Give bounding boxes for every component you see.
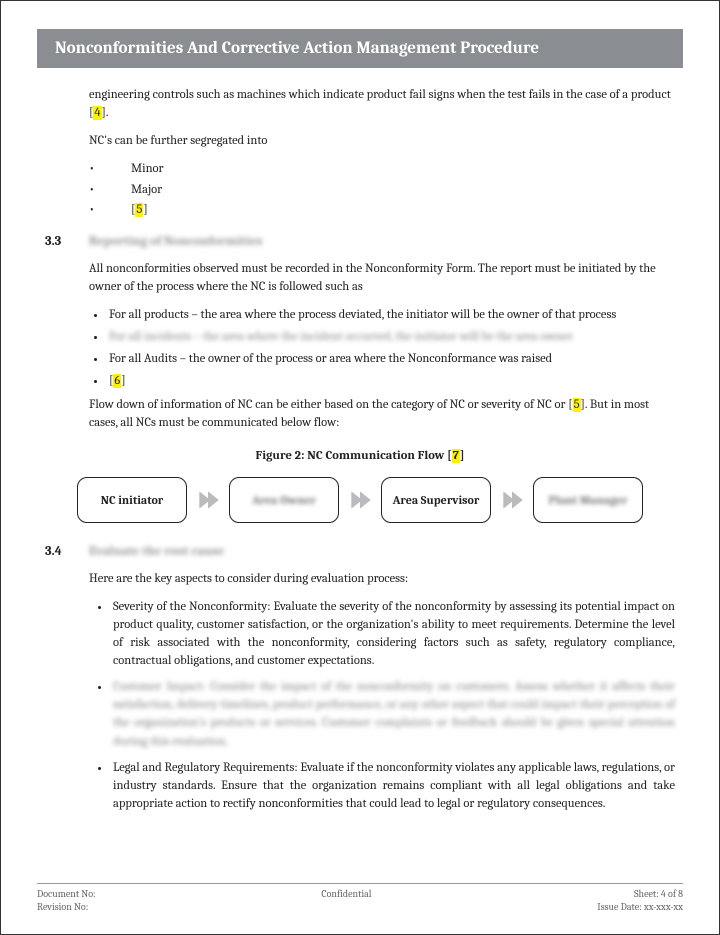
segregation-intro: NC's can be further segregated into xyxy=(89,132,675,150)
list-item: For all products – the area where the pr… xyxy=(107,306,675,324)
ref-6: 6 xyxy=(113,374,121,388)
segregation-list: Minor Major [5] xyxy=(89,160,675,218)
page-title-bar: Nonconformities And Corrective Action Ma… xyxy=(37,29,683,68)
footer-right: Sheet: 4 of 8 Issue Date: xx-xxx-xx xyxy=(597,888,683,914)
ref-7: 7 xyxy=(452,449,460,463)
list-item: [5] xyxy=(89,201,675,219)
footer-center: Confidential xyxy=(321,888,371,914)
list-item: Customer Impact: Consider the impact of … xyxy=(111,678,675,751)
flow-text-a: Flow down of information of NC can be ei… xyxy=(89,398,573,412)
intro-paragraph: engineering controls such as machines wh… xyxy=(89,86,675,122)
ref-5b: 5 xyxy=(573,398,581,412)
sheet-label: Sheet: 4 of 8 xyxy=(597,888,683,901)
section-title-blurred: Evaluate the root cause xyxy=(89,543,224,562)
confidential-label: Confidential xyxy=(321,888,371,901)
section-title-blurred: Reporting of Nonconformities xyxy=(89,233,262,252)
sec34-list: Severity of the Nonconformity: Evaluate … xyxy=(89,598,675,813)
sec33-paragraph: All nonconformities observed must be rec… xyxy=(89,260,675,296)
ref-4: 4 xyxy=(93,106,101,120)
list-item: Legal and Regulatory Requirements: Evalu… xyxy=(111,759,675,813)
rev-no: Revision No: xyxy=(37,901,96,914)
flow-node-2: Area Owner xyxy=(229,477,339,523)
arrow-icon xyxy=(195,487,221,513)
section-number: 3.4 xyxy=(45,543,89,562)
intro-text: engineering controls such as machines wh… xyxy=(89,88,671,120)
ref-5: 5 xyxy=(135,203,143,217)
list-item: Minor xyxy=(89,160,675,178)
arrow-icon xyxy=(499,487,525,513)
flow-node-4: Plant Manager xyxy=(533,477,643,523)
flow-diagram: NC initiator Area Owner Area Supervisor … xyxy=(45,477,675,523)
section-3-4-heading: 3.4 Evaluate the root cause xyxy=(45,543,675,562)
sec33-list: For all products – the area where the pr… xyxy=(89,306,675,391)
issue-date: Issue Date: xx-xxx-xx xyxy=(597,901,683,914)
blurred-text: Customer Impact: Consider the impact of … xyxy=(113,680,675,748)
figure-caption: Figure 2: NC Communication Flow [7] xyxy=(45,447,675,465)
list-item: For all incidents – the area where the i… xyxy=(107,328,675,346)
page-footer: Document No: Revision No: Confidential S… xyxy=(37,883,683,914)
doc-no: Document No: xyxy=(37,888,96,901)
fig-cap-a: Figure 2: NC Communication Flow [ xyxy=(256,449,452,463)
footer-left: Document No: Revision No: xyxy=(37,888,96,914)
flow-node-1: NC initiator xyxy=(77,477,187,523)
arrow-icon xyxy=(347,487,373,513)
sec34-paragraph: Here are the key aspects to consider dur… xyxy=(89,570,675,588)
section-3-3-heading: 3.3 Reporting of Nonconformities xyxy=(45,233,675,252)
intro-close: ]. xyxy=(102,106,109,120)
document-body: engineering controls such as machines wh… xyxy=(37,86,683,883)
blurred-text: For all incidents – the area where the i… xyxy=(109,330,573,344)
list-item: Major xyxy=(89,181,675,199)
section-number: 3.3 xyxy=(45,233,89,252)
blurred-text: Plant Manager xyxy=(549,493,628,507)
list-item: For all Audits – the owner of the proces… xyxy=(107,350,675,368)
list-item: [6] xyxy=(107,372,675,390)
fig-cap-b: ] xyxy=(460,449,465,463)
flow-node-3: Area Supervisor xyxy=(381,477,491,523)
list-item: Severity of the Nonconformity: Evaluate … xyxy=(111,598,675,671)
blurred-text: Area Owner xyxy=(252,493,316,507)
sec33-flow-text: Flow down of information of NC can be ei… xyxy=(89,396,675,432)
